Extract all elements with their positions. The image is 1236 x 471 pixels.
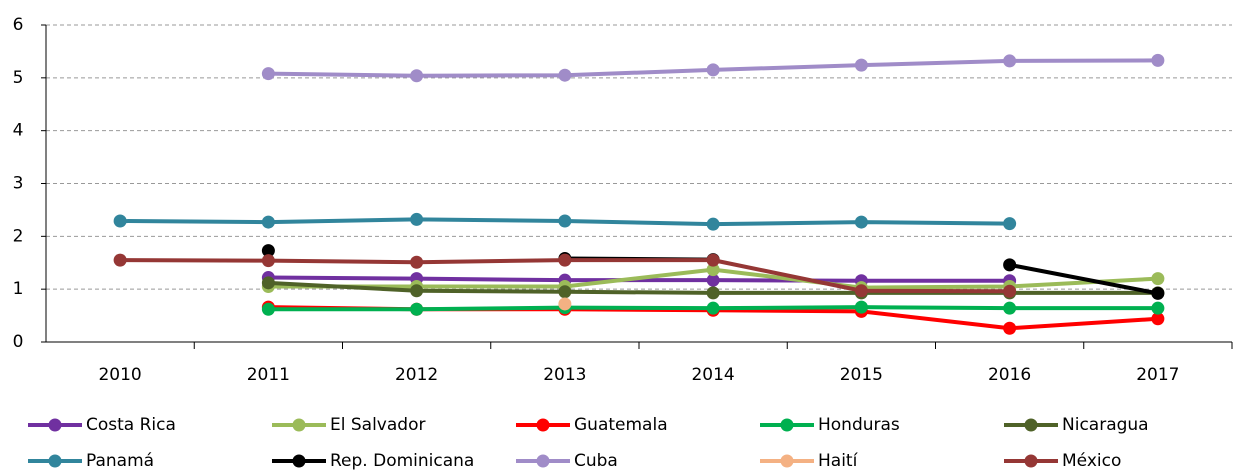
y-tick-label: 5 [13,68,24,88]
x-tick-label: 2010 [98,365,141,385]
legend-marker [292,454,306,468]
series-marker [410,302,424,316]
y-tick-label: 0 [13,332,24,352]
series-marker [1151,312,1165,326]
series-marker [261,302,275,316]
legend-label: El Salvador [330,415,425,435]
series-marker [706,63,720,77]
legend-marker [780,454,794,468]
series-marker [1003,217,1017,231]
series-marker [261,254,275,268]
x-tick-label: 2017 [1136,365,1179,385]
legend-marker [48,454,62,468]
x-tick-label: 2011 [247,365,290,385]
y-tick-label: 1 [13,279,24,299]
series-line [1009,262,1159,296]
series-marker [706,286,720,300]
legend-label: Rep. Dominicana [330,451,474,471]
series-marker [1151,272,1165,286]
series-marker [410,212,424,226]
legend-label: Costa Rica [86,415,176,435]
series-line [268,275,1010,283]
series-marker [410,255,424,269]
legend-marker [1024,418,1038,432]
series-marker [706,273,720,287]
y-tick-label: 6 [13,15,24,35]
series-marker [706,263,720,277]
series-marker [558,297,572,311]
legend-marker [48,418,62,432]
legend-label: Cuba [574,451,618,471]
x-tick-label: 2014 [691,365,734,385]
series-marker [1003,54,1017,68]
series-marker [706,253,720,267]
legend-label: Guatemala [574,415,668,435]
legend-label: Haití [818,451,859,471]
series-marker [113,214,127,228]
series-marker [558,214,572,228]
series-marker [558,285,572,299]
series-marker [1003,258,1017,272]
series-marker [261,244,275,258]
legend-label: Nicaragua [1062,415,1149,435]
y-tick-label: 3 [13,174,24,194]
series-marker [706,217,720,231]
y-tick-label: 4 [13,121,24,141]
legend-label: Panamá [86,451,154,471]
series-marker [558,253,572,267]
legend-marker [536,418,550,432]
series-marker [854,284,868,298]
x-tick-label: 2015 [840,365,883,385]
series-marker [854,300,868,314]
series-marker [261,276,275,290]
series-marker [1003,301,1017,315]
legend-marker [292,418,306,432]
series-marker [706,301,720,315]
series-marker [558,68,572,82]
legend-marker [1024,454,1038,468]
series-marker [1151,301,1165,315]
x-tick-label: 2013 [543,365,586,385]
legend-label: Honduras [818,415,900,435]
legend-label: México [1062,451,1121,471]
series-marker [410,69,424,83]
x-tick-label: 2016 [988,365,1031,385]
series-marker [1151,53,1165,67]
series-marker [261,215,275,229]
series-marker [113,253,127,267]
y-tick-label: 2 [13,226,24,246]
series-marker [1151,286,1165,300]
series-marker [1003,284,1017,298]
series-marker [854,58,868,72]
x-tick-label: 2012 [395,365,438,385]
legend-marker [536,454,550,468]
series-marker [854,215,868,229]
series-marker [261,67,275,81]
series-marker [1003,321,1017,335]
series-marker [410,284,424,298]
legend-marker [780,418,794,432]
